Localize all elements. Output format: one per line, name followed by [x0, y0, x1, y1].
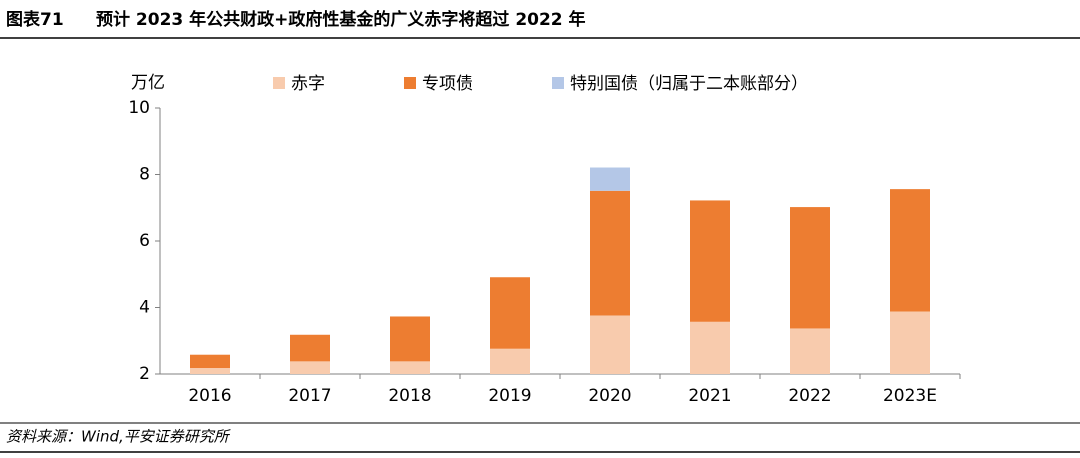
legend-swatch	[552, 77, 564, 89]
x-tick-label: 2023E	[883, 386, 937, 406]
bar-segment	[790, 328, 830, 374]
x-tick-label: 2020	[588, 386, 631, 406]
y-tick-label: 2	[139, 364, 150, 384]
bar-segment	[390, 361, 430, 374]
bar-segment	[490, 277, 530, 349]
bar-segment	[890, 311, 930, 374]
legend-label: 赤字	[291, 74, 325, 94]
bar-segment	[190, 368, 230, 374]
x-tick-label: 2019	[488, 386, 531, 406]
legend-label: 专项债	[422, 74, 473, 94]
y-axis-label: 万亿	[131, 73, 165, 93]
bar-segment	[490, 348, 530, 374]
bar-segment	[390, 316, 430, 362]
bar-segment	[690, 200, 730, 322]
figure-label: 图表71	[6, 9, 64, 30]
bar-segment	[290, 361, 330, 374]
x-tick-label: 2021	[688, 386, 731, 406]
bar-segment	[690, 321, 730, 374]
bar-segment	[190, 354, 230, 369]
y-tick-label: 10	[128, 98, 150, 118]
x-tick-label: 2016	[188, 386, 231, 406]
y-tick-label: 6	[139, 231, 150, 251]
bar-segment	[590, 315, 630, 374]
legend-swatch	[404, 77, 416, 89]
x-tick-label: 2022	[788, 386, 831, 406]
legend-label: 特别国债（归属于二本账部分）	[570, 74, 808, 94]
bar-segment	[790, 207, 830, 329]
y-tick-label: 4	[139, 298, 150, 318]
bar-segment	[590, 167, 630, 191]
y-tick-label: 8	[139, 165, 150, 185]
x-tick-label: 2017	[288, 386, 331, 406]
bar-segment	[890, 189, 930, 312]
bar-segment	[290, 334, 330, 362]
source: 资料来源：Wind,平安证券研究所	[6, 428, 231, 446]
x-tick-label: 2018	[388, 386, 431, 406]
bar-segment	[590, 190, 630, 316]
legend-swatch	[273, 77, 285, 89]
chart-title: 预计 2023 年公共财政+政府性基金的广义赤字将超过 2022 年	[96, 9, 586, 30]
